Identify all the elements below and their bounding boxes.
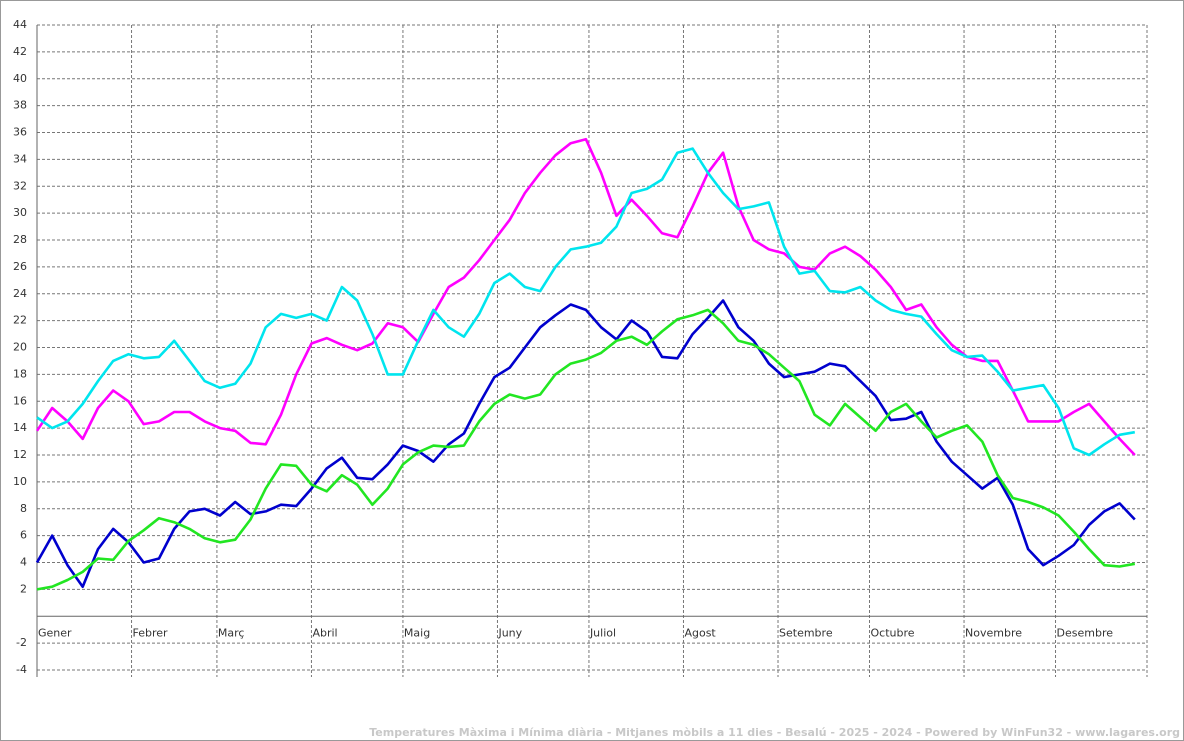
y-tick-label: 24 <box>13 287 27 300</box>
x-tick-label: Juliol <box>589 626 616 639</box>
y-tick-label: 30 <box>13 206 27 219</box>
x-tick-label: Març <box>218 626 245 639</box>
y-tick-label: 36 <box>13 126 27 139</box>
y-tick-label: 2 <box>20 582 27 595</box>
y-tick-label: 26 <box>13 260 27 273</box>
x-tick-label: Desembre <box>1057 626 1114 639</box>
x-tick-label: Gener <box>38 626 72 639</box>
y-tick-label: 34 <box>13 152 27 165</box>
x-tick-label: Abril <box>312 626 337 639</box>
y-tick-label: -2 <box>16 636 27 649</box>
y-tick-label: 22 <box>13 314 27 327</box>
y-tick-label: -4 <box>16 663 27 676</box>
series-line <box>35 137 1136 456</box>
x-tick-label: Febrer <box>133 626 169 639</box>
y-tick-label: 10 <box>13 475 27 488</box>
x-tick-label: Maig <box>404 626 430 639</box>
y-tick-label: 16 <box>13 394 27 407</box>
y-tick-label: 6 <box>20 529 27 542</box>
y-tick-label: 4 <box>20 556 27 569</box>
chart-title: Temperatures Màxima i Mínima diària - Mi… <box>369 726 1180 739</box>
y-tick-label: 8 <box>20 502 27 515</box>
x-tick-label: Agost <box>684 626 716 639</box>
x-tick-label: Juny <box>497 626 522 639</box>
y-tick-label: 14 <box>13 421 27 434</box>
y-tick-label: 20 <box>13 341 27 354</box>
y-tick-label: 42 <box>13 45 27 58</box>
y-tick-label: 38 <box>13 99 27 112</box>
series-line <box>36 147 1136 457</box>
y-tick-label: 32 <box>13 179 27 192</box>
y-tick-label: 44 <box>13 18 27 31</box>
x-tick-label: Setembre <box>779 626 833 639</box>
x-tick-label: Octubre <box>871 626 915 639</box>
y-tick-label: 40 <box>13 72 27 85</box>
series-line <box>35 299 1136 588</box>
series-line <box>36 308 1136 591</box>
y-tick-label: 18 <box>13 367 27 380</box>
y-tick-label: 28 <box>13 233 27 246</box>
x-tick-label: Novembre <box>965 626 1022 639</box>
y-tick-label: 12 <box>13 448 27 461</box>
